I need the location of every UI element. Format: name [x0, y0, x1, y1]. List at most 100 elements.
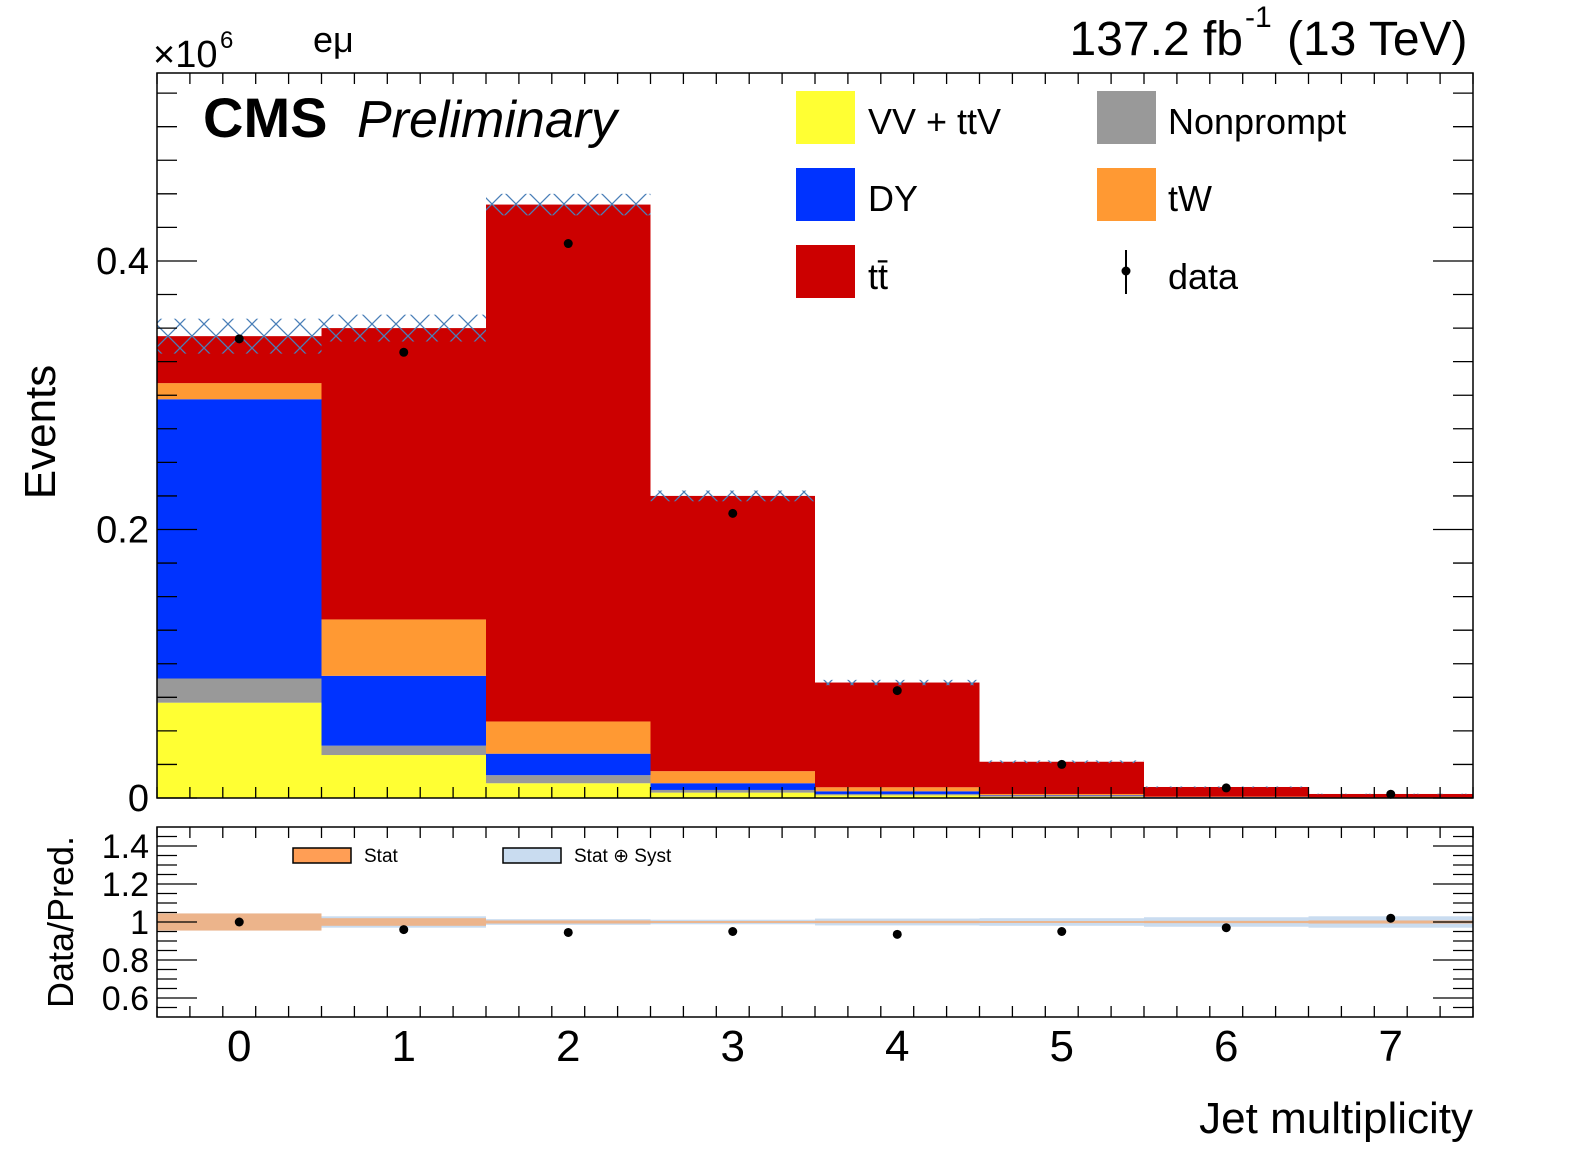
bar-nonprompt-bin-4	[815, 793, 980, 796]
cms-label: CMS	[203, 86, 327, 149]
bar-vv-ttv-bin-4	[815, 795, 980, 798]
x-tick-label: 5	[1050, 1022, 1074, 1071]
bar-tt--bin-3	[650, 495, 815, 772]
uncertainty-band-bin-3	[650, 490, 815, 502]
ratio-stat-band-bin-2	[486, 920, 651, 924]
bar-dy-bin-4	[815, 791, 980, 794]
bar-dy-bin-5	[979, 795, 1144, 796]
bar-nonprompt-bin-5	[979, 795, 1144, 797]
legend-swatch-tw	[1097, 168, 1156, 221]
bar-tt--bin-1	[321, 328, 486, 620]
lumi-power: -1	[1245, 1, 1272, 34]
x-axis-title: Jet multiplicity	[1199, 1094, 1473, 1143]
bar-tw-bin-3	[650, 771, 815, 784]
bar-nonprompt-bin-1	[321, 745, 486, 756]
legend: VV + ttV Nonprompt DY tW tt̄ data	[796, 91, 1346, 298]
data-point-bin-5	[1057, 759, 1067, 769]
bar-vv-ttv-bin-3	[650, 792, 815, 798]
data-point-bin-1	[399, 347, 409, 357]
data-point-bin-7	[1386, 789, 1396, 799]
y-exponent-power: 6	[220, 27, 233, 54]
axis-tick-labels: 00.20.40.60.811.21.40 1 2 3 4 5 6 7	[96, 241, 1403, 1071]
bar-vv-ttv-bin-2	[486, 783, 651, 798]
y-exponent-base: ×10	[153, 34, 217, 76]
ratio-point-bin-7	[1386, 913, 1396, 923]
legend-data-marker	[1121, 266, 1131, 276]
ratio-point-bin-1	[399, 925, 409, 935]
x-tick-label: 4	[885, 1022, 909, 1071]
ratio-y-tick-label: 1	[130, 904, 149, 942]
y-tick-label: 0.4	[96, 241, 149, 283]
y-tick-label: 0	[128, 778, 149, 820]
ratio-point-bin-2	[563, 927, 573, 937]
bar-nonprompt-bin-2	[486, 775, 651, 784]
bar-tt--bin-4	[815, 682, 980, 788]
ratio-y-axis-title: Data/Pred.	[40, 836, 81, 1008]
ratio-stat-band-bin-1	[321, 918, 486, 926]
main-plot-marks	[157, 193, 1473, 799]
ratio-point-bin-3	[728, 927, 738, 936]
legend-swatch-ttbar	[796, 245, 855, 298]
bar-tw-bin-1	[321, 619, 486, 676]
data-point-bin-4	[892, 686, 902, 696]
legend-label-data: data	[1168, 256, 1239, 297]
bar-tt--bin-2	[486, 204, 651, 722]
ratio-y-tick-label: 0.6	[102, 980, 149, 1018]
ratio-legend-label-statsyst: Stat ⊕ Syst	[574, 846, 672, 867]
main-plot-ticks	[156, 73, 1474, 799]
ratio-stat-band-bin-4	[815, 920, 980, 924]
legend-label-nonprompt: Nonprompt	[1168, 101, 1346, 142]
legend-label-tw: tW	[1168, 178, 1212, 219]
ratio-y-tick-label: 1.2	[102, 866, 149, 904]
x-tick-label: 2	[556, 1022, 580, 1071]
uncertainty-band-bin-1	[321, 314, 486, 342]
ratio-legend-swatch-statsyst	[502, 847, 562, 864]
energy-label: (13 TeV)	[1287, 13, 1468, 66]
legend-swatch-nonprompt	[1097, 91, 1156, 144]
legend-label-ttbar: tt̄	[868, 256, 888, 297]
data-point-bin-2	[563, 239, 573, 249]
bar-vv-ttv-bin-1	[321, 755, 486, 798]
bar-dy-bin-0	[157, 399, 322, 679]
bar-dy-bin-3	[650, 783, 815, 790]
x-tick-label: 6	[1214, 1022, 1238, 1071]
main-plot	[156, 72, 1474, 799]
bar-vv-ttv-bin-0	[157, 702, 322, 798]
bar-tw-bin-5	[979, 793, 1144, 796]
uncertainty-band-bin-2	[486, 193, 651, 216]
uncertainty-band-bin-4	[815, 679, 980, 686]
ratio-point-bin-6	[1221, 923, 1231, 933]
bar-tw-bin-2	[486, 721, 651, 754]
y-tick-label: 0.2	[96, 509, 149, 551]
legend-swatch-vv-ttv	[796, 91, 855, 144]
ratio-plot-ticks	[156, 827, 1474, 1017]
ratio-plot	[156, 826, 1474, 1018]
lumi-label: 137.2 fb	[1070, 13, 1243, 66]
y-axis-title: Events	[16, 365, 65, 500]
ratio-legend-label-stat: Stat	[364, 846, 399, 867]
x-tick-label: 3	[721, 1022, 745, 1071]
data-point-bin-0	[234, 334, 244, 344]
preliminary-label: Preliminary	[357, 91, 620, 149]
channel-label: eμ	[313, 19, 354, 60]
bar-dy-bin-2	[486, 753, 651, 776]
ratio-legend: Stat Stat ⊕ Syst	[292, 846, 672, 867]
x-tick-label: 1	[392, 1022, 416, 1071]
bar-tw-bin-4	[815, 787, 980, 792]
legend-swatch-dy	[796, 168, 855, 221]
ratio-y-tick-label: 0.8	[102, 942, 149, 980]
data-point-bin-6	[1221, 783, 1231, 793]
legend-label-vv-ttv: VV + ttV	[868, 101, 1001, 142]
data-point-bin-3	[728, 508, 738, 518]
ratio-stat-band-bin-5	[979, 921, 1144, 923]
ratio-point-bin-5	[1057, 927, 1067, 936]
ratio-y-tick-label: 1.4	[102, 828, 149, 866]
ratio-stat-band-bin-3	[650, 921, 815, 923]
bar-nonprompt-bin-3	[650, 789, 815, 793]
x-tick-label: 0	[227, 1022, 251, 1071]
bar-tw-bin-0	[157, 383, 322, 400]
bar-nonprompt-bin-0	[157, 678, 322, 703]
ratio-stat-band-bin-6	[1144, 920, 1309, 924]
ratio-plot-marks	[157, 913, 1473, 939]
